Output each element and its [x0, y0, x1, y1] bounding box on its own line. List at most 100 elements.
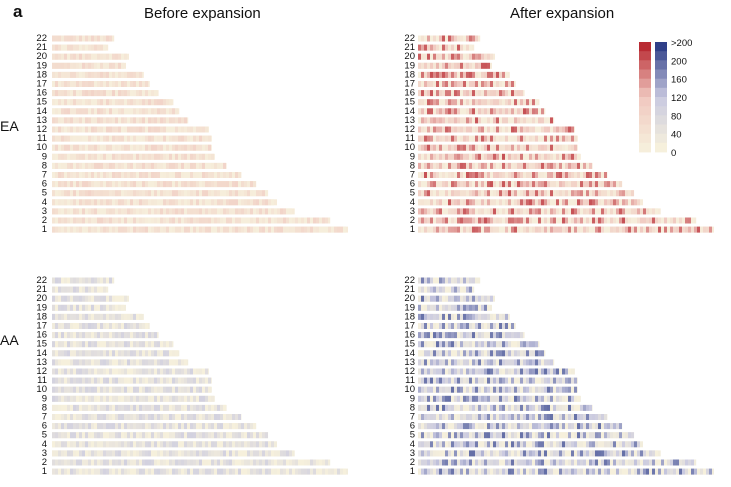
- density-cell: [499, 190, 502, 197]
- density-cell: [433, 377, 436, 384]
- density-cell: [238, 432, 241, 439]
- density-cell: [142, 414, 145, 420]
- density-cell: [169, 226, 172, 233]
- density-cell: [613, 199, 616, 206]
- density-cell: [475, 368, 478, 375]
- density-cell: [532, 217, 535, 224]
- density-cell: [568, 144, 571, 151]
- density-cell: [52, 190, 55, 197]
- density-cell: [112, 295, 115, 302]
- density-cell: [178, 377, 181, 384]
- density-cell: [64, 386, 67, 393]
- density-cell: [451, 368, 454, 375]
- density-cell: [97, 277, 100, 284]
- density-cell: [283, 226, 286, 233]
- density-cell: [187, 190, 190, 197]
- density-cell: [514, 341, 517, 348]
- density-cell: [442, 286, 445, 293]
- density-cell: [547, 172, 550, 178]
- density-cell: [508, 172, 511, 178]
- density-cell: [523, 423, 526, 430]
- density-cell: [532, 181, 535, 188]
- density-cell: [604, 208, 607, 215]
- density-cell: [64, 126, 67, 133]
- density-cell: [649, 450, 652, 457]
- density-cell: [529, 190, 532, 197]
- density-cell: [136, 190, 139, 197]
- density-cell: [109, 423, 112, 430]
- density-cell: [529, 162, 532, 169]
- density-cell: [544, 135, 547, 142]
- density-cell: [430, 277, 433, 284]
- density-cell: [100, 450, 103, 457]
- density-cell: [652, 459, 655, 466]
- density-cell: [124, 153, 127, 160]
- density-cell: [91, 99, 94, 106]
- density-cell: [64, 414, 67, 420]
- density-cell: [70, 468, 73, 475]
- density-cell: [556, 368, 559, 375]
- density-cell: [496, 441, 499, 448]
- density-cell: [481, 295, 484, 302]
- density-cell: [568, 153, 571, 160]
- density-cell: [484, 295, 487, 302]
- density-cell: [460, 414, 463, 420]
- density-cell: [85, 117, 88, 124]
- density-cell: [526, 126, 529, 133]
- density-cell: [136, 313, 139, 320]
- density-cell: [445, 108, 448, 115]
- density-cell: [424, 172, 427, 178]
- density-cell: [106, 332, 109, 339]
- density-cell: [124, 144, 127, 151]
- density-cell: [436, 377, 439, 384]
- density-cell: [421, 99, 424, 106]
- density-cell: [151, 423, 154, 430]
- density-cell: [535, 144, 538, 151]
- density-cell: [475, 190, 478, 197]
- density-cell: [514, 181, 517, 188]
- density-cell: [547, 395, 550, 402]
- density-cell: [523, 468, 526, 475]
- density-cell: [214, 226, 217, 233]
- density-cell: [502, 144, 505, 151]
- density-cell: [460, 71, 463, 78]
- density-cell: [556, 162, 559, 169]
- density-cell: [58, 386, 61, 393]
- density-cell: [424, 44, 427, 51]
- density-cell: [571, 414, 574, 420]
- density-cell: [424, 341, 427, 348]
- density-cell: [58, 441, 61, 448]
- density-cell: [223, 172, 226, 178]
- density-cell: [472, 395, 475, 402]
- density-cell: [562, 432, 565, 439]
- density-cell: [535, 99, 538, 106]
- density-cell: [505, 126, 508, 133]
- density-cell: [445, 404, 448, 411]
- density-cell: [568, 386, 571, 393]
- density-cell: [73, 71, 76, 78]
- density-cell: [187, 368, 190, 375]
- density-cell: [445, 53, 448, 60]
- density-cell: [85, 295, 88, 302]
- density-cell: [502, 441, 505, 448]
- density-cell: [142, 395, 145, 402]
- density-cell: [427, 62, 430, 69]
- density-cell: [490, 81, 493, 87]
- density-cell: [232, 432, 235, 439]
- density-cell: [523, 108, 526, 115]
- density-cell: [454, 350, 457, 357]
- density-cell: [115, 144, 118, 151]
- density-cell: [109, 304, 112, 311]
- density-cell: [418, 277, 421, 284]
- density-cell: [166, 126, 169, 133]
- density-cell: [505, 404, 508, 411]
- density-cell: [505, 226, 508, 233]
- density-cell: [448, 459, 451, 466]
- density-cell: [466, 35, 469, 42]
- density-cell: [67, 199, 70, 206]
- density-cell: [100, 432, 103, 439]
- density-cell: [73, 135, 76, 142]
- density-cell: [97, 404, 100, 411]
- density-cell: [466, 277, 469, 284]
- chromosome-tick-label: 13: [36, 115, 47, 126]
